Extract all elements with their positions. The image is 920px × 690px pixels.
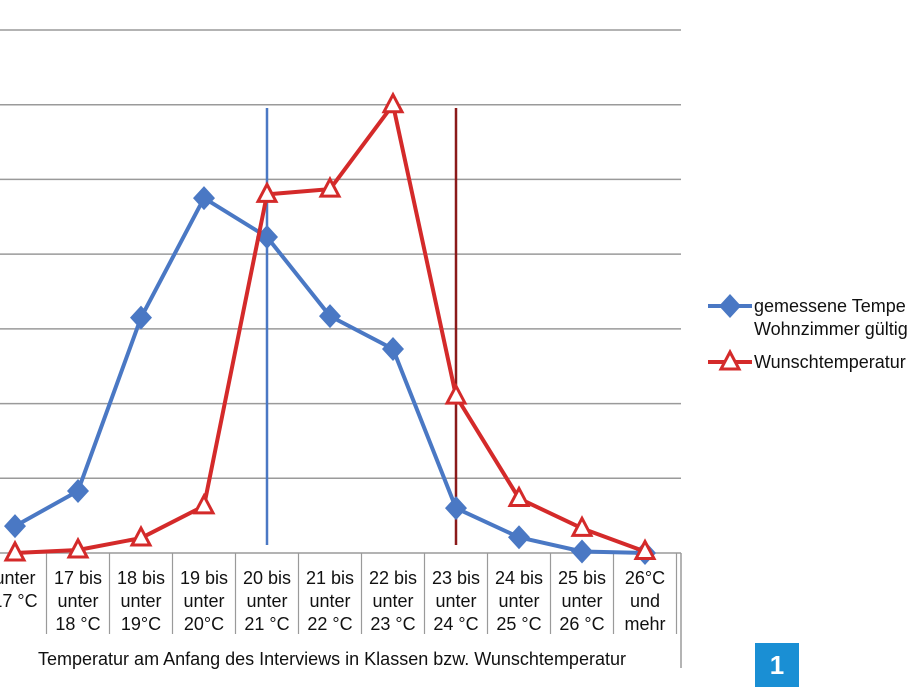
gridlines <box>0 29 681 480</box>
legend-label: Wunschtemperatur <box>754 352 906 372</box>
figure-badge: 1 <box>755 643 799 687</box>
data-point-triangle <box>318 175 342 198</box>
x-tick-label: 24 bis unter 25 °C <box>495 568 543 634</box>
x-tick-label: 26°C und mehr <box>624 568 665 634</box>
legend-label-line2: Wohnzimmer gültig <box>754 319 908 339</box>
data-point-diamond <box>445 496 467 521</box>
data-point-triangle <box>570 515 594 537</box>
badge-box <box>755 643 799 687</box>
legend-label: gemessene Tempe <box>754 296 906 316</box>
series-1 <box>4 186 656 565</box>
series-line <box>14 196 646 555</box>
data-point-diamond <box>319 304 341 329</box>
x-tick-label: 23 bis unter 24 °C <box>432 568 480 634</box>
data-point-diamond <box>508 525 530 550</box>
data-point-diamond <box>382 337 404 362</box>
x-tick-label: 19 bis unter 20°C <box>180 568 228 634</box>
data-point-triangle <box>255 181 279 203</box>
x-tick-label: unter17 °C <box>0 568 38 611</box>
data-point-diamond <box>4 514 26 539</box>
data-point-triangle <box>381 91 405 114</box>
data-point-triangle <box>444 382 468 405</box>
data-point-diamond <box>571 539 593 564</box>
axes <box>0 552 682 668</box>
data-point-triangle <box>129 524 153 547</box>
x-tick-label: 22 bis unter 23 °C <box>369 568 417 634</box>
x-tick-label: 17 bis unter 18 °C <box>54 568 102 634</box>
data-point-triangle <box>507 485 531 507</box>
data-point-diamond <box>193 186 215 211</box>
data-point-triangle <box>633 538 657 561</box>
x-tick-label: 21 bis unter 22 °C <box>306 568 354 634</box>
data-point-triangle <box>3 539 27 562</box>
reference-lines <box>265 108 458 545</box>
x-tick-label: 20 bis unter 21 °C <box>243 568 291 634</box>
x-tick-label: 18 bis unter 19°C <box>117 568 165 634</box>
legend: gemessene Tempe Wohnzimmer gültig Wunschte… <box>708 294 908 372</box>
data-point-triangle <box>192 492 216 515</box>
data-point-triangle <box>718 348 742 371</box>
x-axis-title: Temperatur am Anfang des Interviews in K… <box>38 649 626 669</box>
series-2 <box>3 91 657 562</box>
badge-label: 1 <box>770 650 784 680</box>
x-tick-label: 25 bis unter 26 °C <box>558 568 606 634</box>
series-group <box>3 91 657 565</box>
data-point-diamond <box>130 305 152 330</box>
data-point-triangle <box>66 536 90 559</box>
data-point-diamond <box>67 478 89 503</box>
legend-entry: Wunschtemperatur <box>708 348 906 372</box>
data-point-diamond <box>719 294 741 318</box>
legend-entry: gemessene Tempe Wohnzimmer gültig <box>708 294 908 339</box>
